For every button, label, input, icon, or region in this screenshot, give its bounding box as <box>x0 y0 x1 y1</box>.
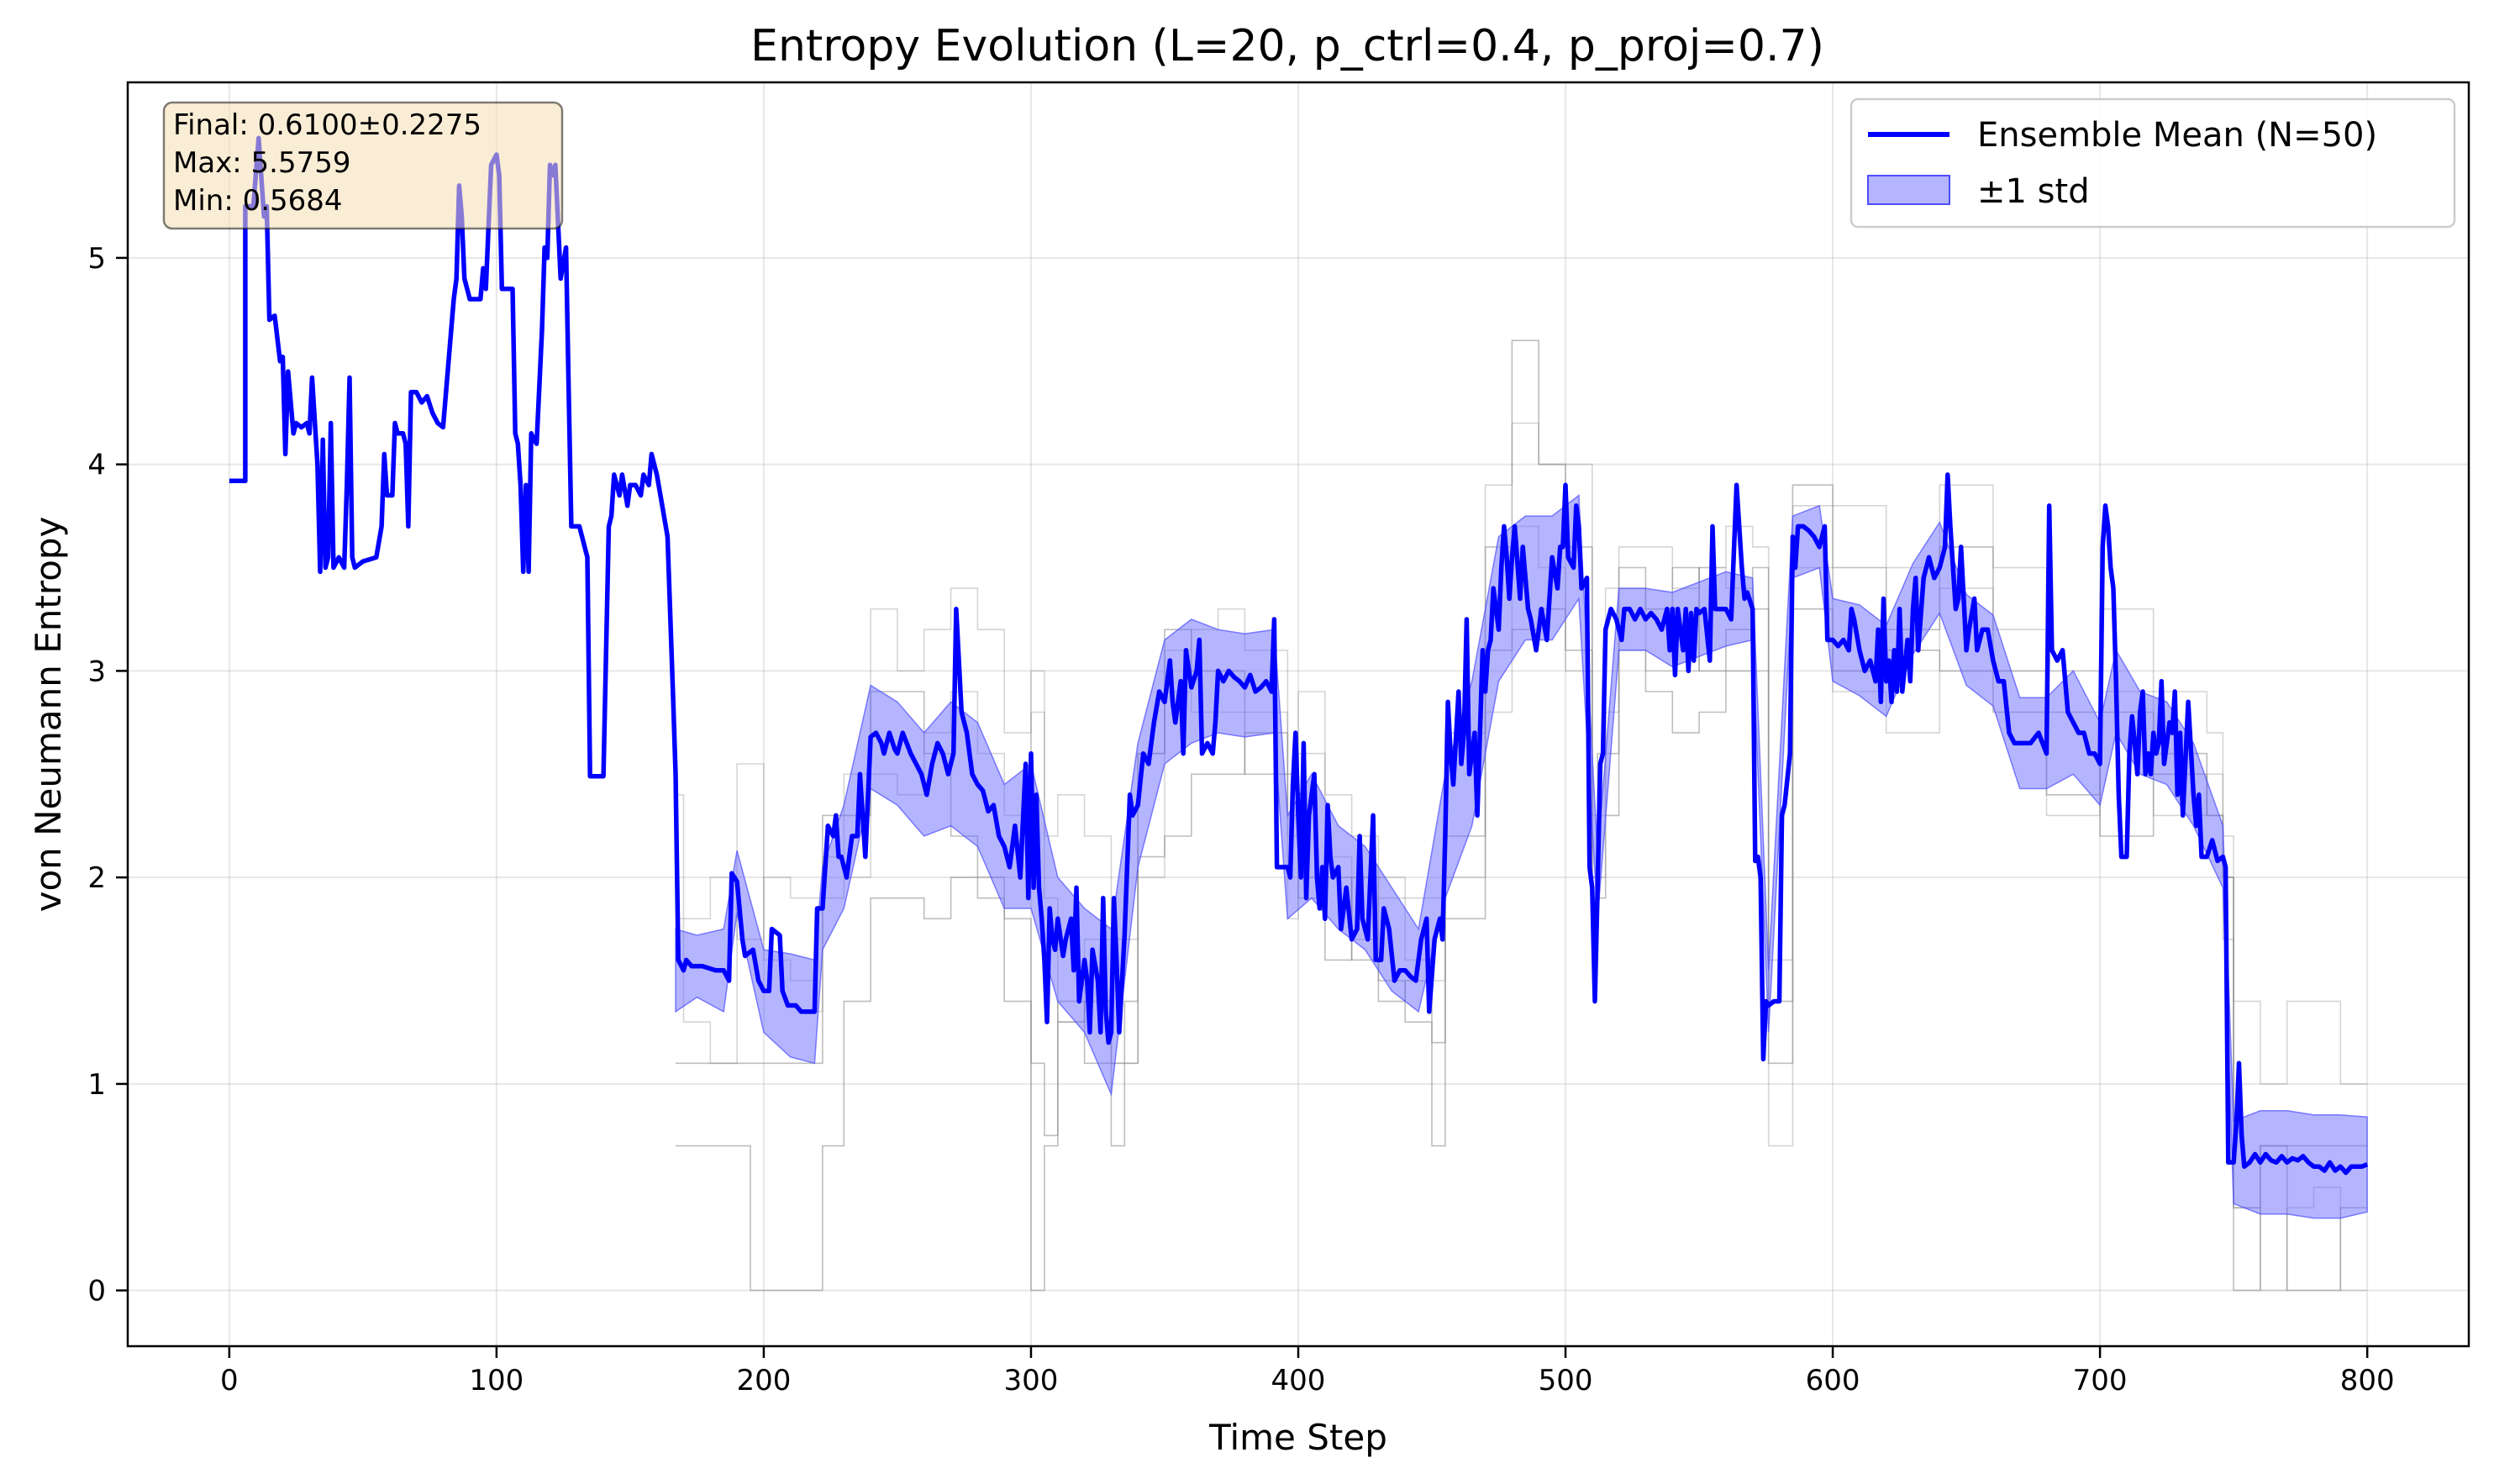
legend-frame <box>1849 97 2456 229</box>
plot-area <box>126 81 2470 1348</box>
y-axis: 0 1 2 3 4 5 <box>87 242 128 1308</box>
x-tick-label: 0 <box>220 1364 239 1397</box>
x-tick-label: 200 <box>736 1364 791 1397</box>
x-tick-label: 400 <box>1271 1364 1326 1397</box>
x-tick-label: 700 <box>2073 1364 2128 1397</box>
legend: Ensemble Mean (N=50) ±1 std <box>1849 97 2456 229</box>
stats-box-frame <box>162 101 564 230</box>
x-tick-label: 100 <box>469 1364 524 1397</box>
legend-band-swatch <box>1867 175 1950 205</box>
x-tick-label: 300 <box>1004 1364 1059 1397</box>
stats-min: Min: 0.5684 <box>173 184 343 218</box>
x-tick-label: 800 <box>2340 1364 2395 1397</box>
std-band <box>675 494 2368 1219</box>
y-tick-label: 5 <box>87 242 106 276</box>
std-band-layer <box>675 494 2368 1219</box>
legend-band-label: ±1 std <box>1977 172 2090 211</box>
y-tick-label: 0 <box>87 1275 106 1308</box>
y-tick-label: 4 <box>87 449 106 482</box>
y-tick-label: 1 <box>87 1068 106 1102</box>
ensemble-mean-line <box>229 135 2369 1176</box>
y-tick-label: 3 <box>87 655 106 688</box>
x-axis-label: Time Step <box>1208 1417 1387 1458</box>
x-tick-label: 500 <box>1539 1364 1593 1397</box>
legend-mean-label: Ensemble Mean (N=50) <box>1977 116 2377 155</box>
stats-max: Max: 5.5759 <box>173 146 351 180</box>
x-axis: 0 100 200 300 400 500 600 700 800 <box>220 1346 2395 1397</box>
y-tick-label: 2 <box>87 861 106 895</box>
chart-title: Entropy Evolution (L=20, p_ctrl=0.4, p_p… <box>750 21 1824 71</box>
mean-line-layer <box>229 135 2369 1176</box>
stats-final: Final: 0.6100±0.2275 <box>173 108 481 142</box>
trajectory-line <box>676 339 2368 1292</box>
stats-box: Final: 0.6100±0.2275 Max: 5.5759 Min: 0.… <box>162 101 564 230</box>
x-tick-label: 600 <box>1806 1364 1860 1397</box>
y-axis-label: von Neumann Entropy <box>28 517 69 913</box>
